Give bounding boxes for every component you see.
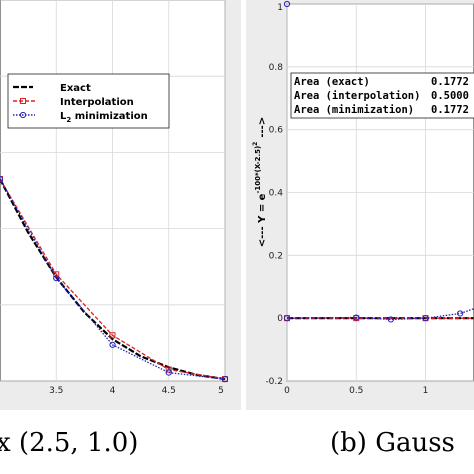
legend-minimization-label: L2 minimization [60,111,148,124]
area-exact-label: Area (exact) [294,76,370,88]
left-point-minimization-3 [165,369,172,376]
right-point-minimization-4 [457,310,464,317]
left-series-line-1 [0,178,226,380]
right-point-minimization-0 [283,315,291,322]
right-y-tick-3: 0.4 [269,189,284,199]
left-x-tick-3: 5 [218,386,224,396]
left-point-minimization-4 [221,375,229,383]
left-x-tick-0: 3.5 [49,386,63,396]
left-series-line-0 [0,178,226,381]
right-x-tick-2: 1 [423,386,429,396]
right-y-tick-1: 0 [277,314,283,324]
right-y-ticks: -0.2 0 0.2 0.4 0.6 0.8 1 [265,3,283,387]
area-annotation-box: Area (exact) 0.1772 Area (interpolation)… [290,72,474,119]
left-plot: 3.5 4 4.5 5 Exact Interpolation L2 minimiza… [0,0,229,396]
right-peak-marker [283,0,291,8]
legend-interpolation-label: Interpolation [60,97,134,108]
area-interpolation-label: Area (interpolation) [294,90,420,102]
right-series [283,0,474,323]
right-y-tick-2: 0.2 [269,251,283,261]
right-y-tick-4: 0.6 [269,126,284,136]
left-point-interpolation-3 [165,366,172,373]
right-x-ticks: 0 0.5 1 [284,386,428,396]
right-y-tick-6: 1 [277,3,283,13]
left-series [0,175,229,383]
caption-b: (b) Gauss [330,428,455,458]
area-interpolation-value: 0.5000 [431,90,469,102]
left-point-minimization-2 [109,341,116,348]
left-point-minimization-0 [0,175,4,183]
legend-exact-label: Exact [60,83,91,94]
right-series-line-2 [286,308,474,321]
left-x-tick-1: 4 [110,386,116,396]
legend-minimization-marker [19,111,27,119]
right-point-minimization-1 [353,314,360,321]
left-x-ticks: 3.5 4 4.5 5 [49,386,224,396]
right-point-minimization-2 [387,316,394,323]
right-point-minimization-3 [422,315,429,322]
left-legend: Exact Interpolation L2 minimization [7,73,170,129]
left-series-line-2 [0,178,226,380]
annotation-box [290,72,474,119]
right-plot: -0.200.20.40.60.81 0 0.5 1 Area (exact) 0.… [252,0,474,396]
right-y-tick-5: 0.8 [269,63,284,73]
left-point-interpolation-2 [109,332,116,339]
caption-a: x (2.5, 1.0) [0,428,139,458]
left-point-minimization-1 [53,275,60,282]
right-x-tick-0: 0 [284,386,290,396]
right-x-tick-1: 0.5 [349,386,363,396]
left-x-tick-2: 4.5 [162,386,176,396]
area-minimization-value: 0.1772 [431,104,469,116]
right-y-axis-label: <--- Y = e-100*(X-2.5)2---> [252,117,268,247]
area-exact-value: 0.1772 [431,76,469,88]
right-y-tick-0: -0.2 [265,377,283,387]
legend-interpolation-marker [20,98,26,104]
area-minimization-label: Area (minimization) [294,104,414,116]
